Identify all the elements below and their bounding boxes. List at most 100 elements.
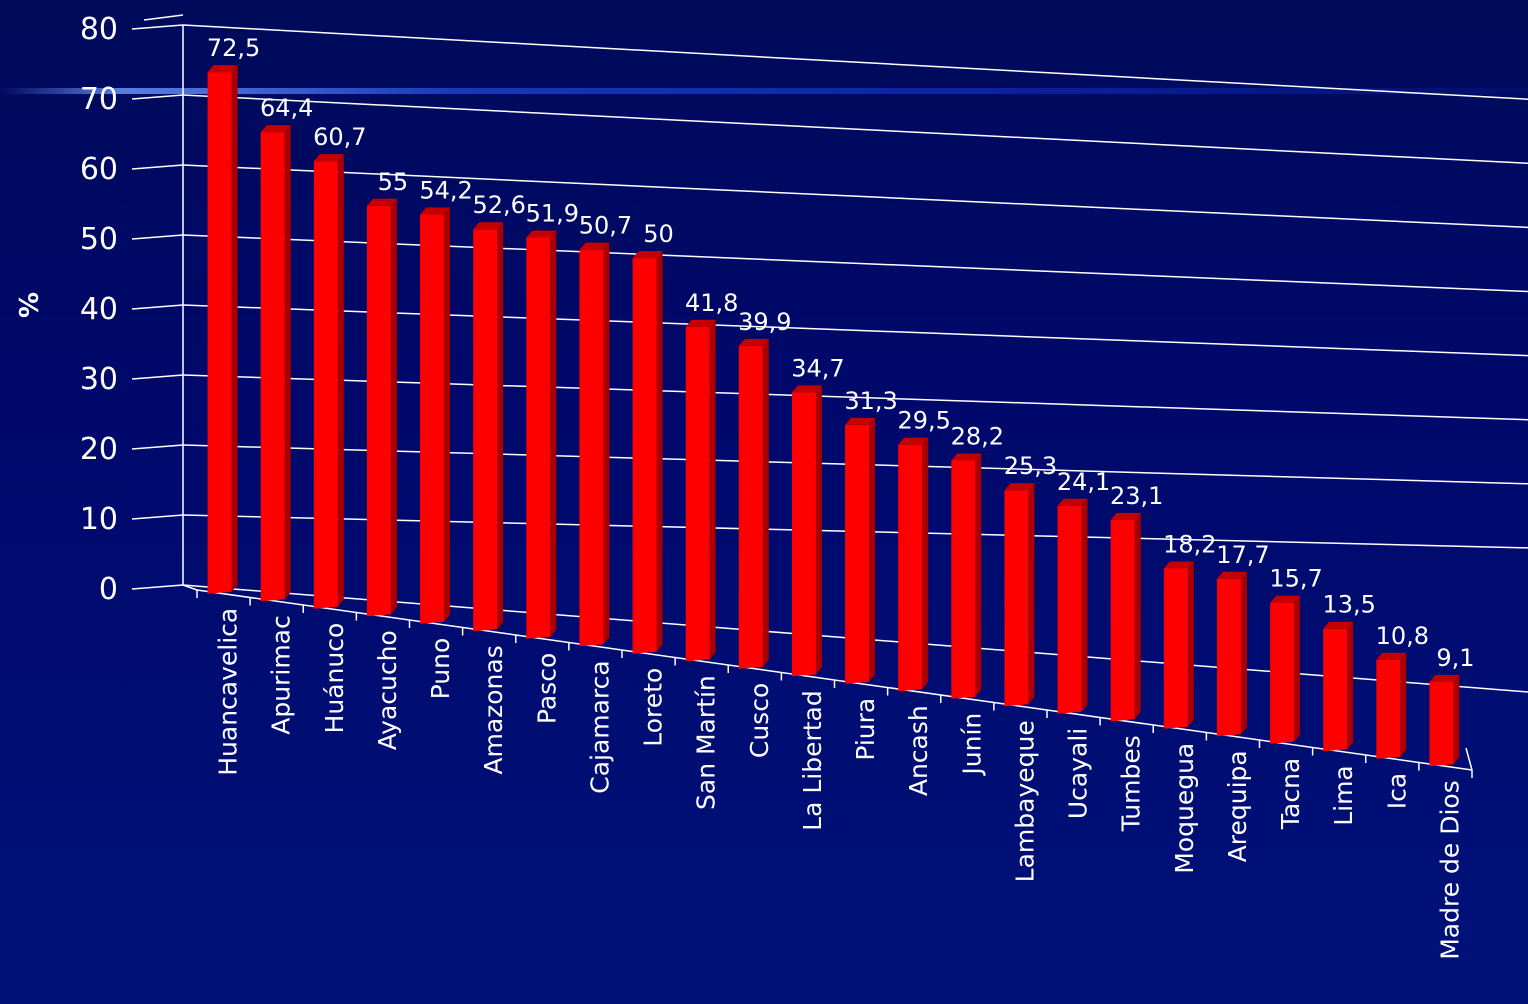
y-tick-mark [131,24,184,30]
category-label: Loreto [639,668,668,747]
bar-side [284,125,291,600]
bar [260,132,285,602]
bar [579,249,604,647]
gridline [182,234,1528,293]
bar [1429,682,1454,767]
bar [420,214,445,624]
gridlines [182,24,1528,693]
bar-top [632,251,663,259]
bar [1376,659,1401,759]
bar [898,444,923,692]
floor-left-edge [182,584,198,591]
value-label: 52,6 [472,191,525,219]
category-label: Ayacucho [373,630,402,750]
value-labels: 72,5 64,460,7 55 54,252,6 51,9 50,7 50 41,839,9… [207,34,1475,672]
value-label: 10,8 [1376,622,1429,650]
bar-top [1004,483,1035,491]
y-axis-label: % [15,292,45,318]
category-label: Pasco [532,653,561,724]
gridline [182,374,1528,421]
y-tick-label: 30 [80,362,118,397]
bar-side [337,154,344,607]
category-label: Cusco [745,683,774,758]
y-tick-mark [131,584,184,590]
bar-top [738,338,769,346]
value-label: 13,5 [1322,591,1375,619]
bar [951,460,976,699]
y-tick-label: 20 [80,432,118,467]
y-tick-label: 70 [80,82,118,117]
y-tick-mark [131,164,184,170]
bar-side [975,453,982,697]
gridline [182,304,1528,357]
y-tick-mark [131,94,184,100]
value-label: 39,9 [738,308,791,336]
category-label: Cajamarca [585,660,614,794]
bar-side [1187,561,1194,727]
value-label: 23,1 [1110,482,1163,510]
bar-top [685,319,716,327]
bar-side [656,251,663,652]
bar-side [1347,621,1354,750]
category-label: Arequipa [1223,750,1252,862]
bar-top [207,65,238,73]
bar [845,424,870,684]
value-label: 51,9 [526,199,579,227]
bar-top [898,437,929,445]
bar-side [1028,483,1035,705]
category-label: Tacna [1276,758,1305,830]
bar-top [951,453,982,461]
value-label: 31,3 [844,387,897,415]
y-tick-mark [131,234,184,240]
bar-top [1323,621,1354,629]
bar-side [390,198,397,615]
bar [738,345,763,669]
bar-top [473,222,504,230]
category-label: Tumbes [1117,735,1146,832]
bar [685,326,710,662]
bar [366,205,391,617]
axes: 0 10 20 30 40 50 60 70 80 [80,12,1473,778]
value-label: 17,7 [1216,541,1269,569]
value-label: 34,7 [791,354,844,382]
bar-side [497,222,504,630]
value-label: 24,1 [1057,468,1110,496]
bar-side [603,242,610,645]
bar [632,258,657,654]
gridline [182,94,1528,165]
bar-side [444,207,451,622]
bar-top [1216,571,1247,579]
bar-top [1429,675,1460,683]
bar-top [366,198,397,206]
bar [207,72,232,594]
category-label: Madre de Dios [1435,780,1464,960]
value-label: 50 [643,220,674,248]
bar [473,229,498,632]
bar [1270,602,1295,744]
value-label: 15,7 [1269,565,1322,593]
value-label: 72,5 [207,34,260,62]
bar-side [1294,595,1301,742]
y-axis-top [143,14,184,21]
bar [1163,568,1188,729]
y-tick-label: 0 [99,572,118,607]
category-label: Moquegua [1170,743,1199,874]
category-label: Lima [1329,765,1358,826]
bar-side [1453,675,1460,765]
y-tick-mark [131,374,184,380]
bar [1110,519,1135,722]
bar-side [709,319,716,660]
value-label: 64,4 [260,94,313,122]
category-label: La Libertad [798,690,827,831]
bar [1216,578,1241,737]
value-label: 9,1 [1436,644,1474,672]
value-label: 41,8 [685,289,738,317]
y-tick-label: 50 [80,222,118,257]
value-label: 60,7 [313,123,366,151]
category-label: Puno [426,638,455,700]
bar [526,237,551,639]
value-label: 18,2 [1163,530,1216,558]
y-tick-mark [131,304,184,310]
bar-side [815,385,822,675]
